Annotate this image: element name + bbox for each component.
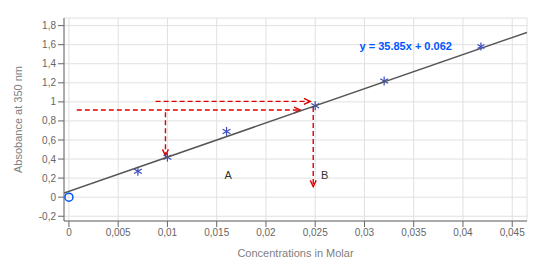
svg-text:0: 0 xyxy=(50,192,56,203)
svg-text:0,4: 0,4 xyxy=(42,154,56,165)
svg-text:0,045: 0,045 xyxy=(500,227,525,238)
svg-text:1,6: 1,6 xyxy=(42,39,56,50)
svg-text:1: 1 xyxy=(50,96,56,107)
svg-text:1,2: 1,2 xyxy=(42,77,56,88)
svg-text:Concentrations in Molar: Concentrations in Molar xyxy=(237,247,354,259)
svg-text:0,04: 0,04 xyxy=(453,227,473,238)
svg-text:0,2: 0,2 xyxy=(42,173,56,184)
svg-text:1,4: 1,4 xyxy=(42,58,56,69)
svg-text:0,02: 0,02 xyxy=(256,227,276,238)
svg-text:0,005: 0,005 xyxy=(106,227,131,238)
svg-text:1,8: 1,8 xyxy=(42,20,56,31)
svg-text:0,015: 0,015 xyxy=(204,227,229,238)
svg-text:B: B xyxy=(321,169,328,181)
svg-text:0,03: 0,03 xyxy=(355,227,375,238)
svg-text:0: 0 xyxy=(66,227,72,238)
svg-text:Absobance at 350 nm: Absobance at 350 nm xyxy=(12,66,24,173)
svg-text:0,035: 0,035 xyxy=(401,227,426,238)
svg-text:0,01: 0,01 xyxy=(158,227,178,238)
svg-text:0,6: 0,6 xyxy=(42,135,56,146)
svg-text:0,025: 0,025 xyxy=(303,227,328,238)
svg-text:-0,2: -0,2 xyxy=(39,211,57,222)
svg-text:A: A xyxy=(225,169,233,181)
svg-text:0,8: 0,8 xyxy=(42,115,56,126)
svg-text:y = 35.85x + 0.062: y = 35.85x + 0.062 xyxy=(360,40,452,52)
